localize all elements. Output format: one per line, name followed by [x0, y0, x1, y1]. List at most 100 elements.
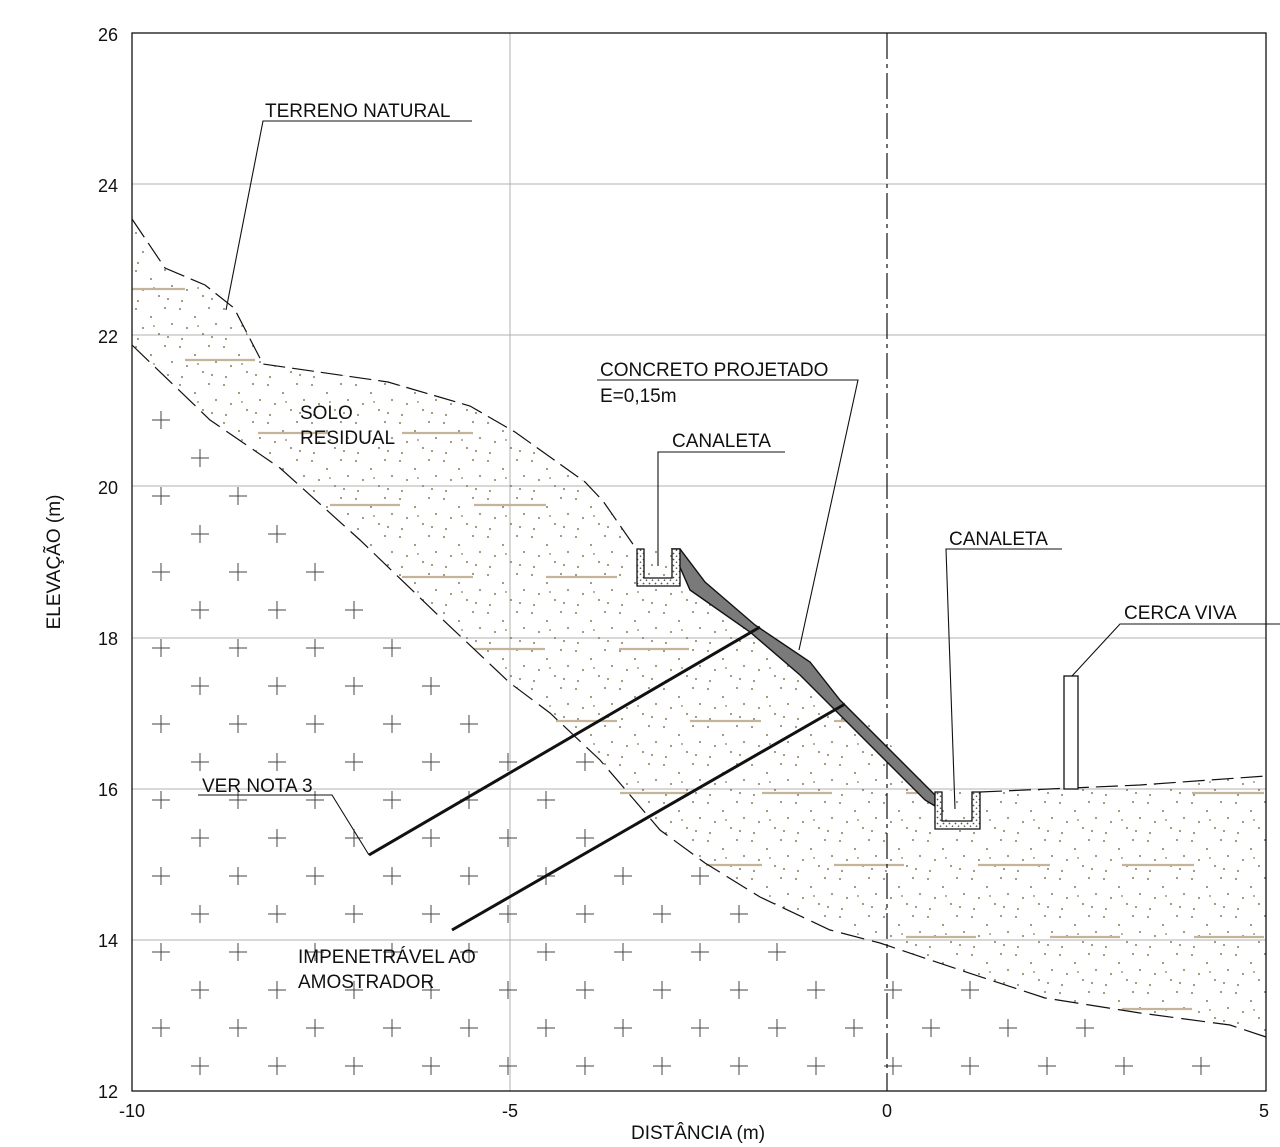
rock-cross: [614, 867, 632, 885]
rock-cross: [884, 981, 902, 999]
rock-cross: [191, 905, 209, 923]
rock-cross: [499, 981, 517, 999]
rock-cross: [537, 943, 555, 961]
y-tick-label: 26: [98, 25, 118, 45]
cerca-viva-post: [1063, 675, 1079, 790]
rock-cross: [191, 677, 209, 695]
rock-cross: [229, 715, 247, 733]
rock-cross: [422, 677, 440, 695]
rock-cross: [191, 525, 209, 543]
rock-cross: [383, 867, 401, 885]
y-tick-label: 18: [98, 629, 118, 649]
rock-cross: [576, 905, 594, 923]
rock-cross: [499, 829, 517, 847]
y-tick-label: 20: [98, 478, 118, 498]
rock-cross: [229, 487, 247, 505]
rock-cross: [1192, 1057, 1210, 1075]
label-concreto-projetado: CONCRETO PROJETADO: [600, 360, 828, 381]
rock-cross: [306, 563, 324, 581]
rock-cross: [1038, 1057, 1056, 1075]
rock-cross: [306, 639, 324, 657]
x-tick-label: 5: [1259, 1101, 1269, 1121]
rock-cross: [422, 1057, 440, 1075]
leader-canaleta-top: [657, 451, 785, 566]
rock-cross: [383, 715, 401, 733]
rock-cross: [306, 867, 324, 885]
rock-cross: [383, 943, 401, 961]
geology-layers: [132, 219, 1266, 1075]
rock-cross: [460, 715, 478, 733]
rock-cross: [152, 791, 170, 809]
rock-cross: [961, 1057, 979, 1075]
rock-cross: [152, 411, 170, 429]
rock-cross: [922, 1019, 940, 1037]
drain-line-lower: [451, 702, 846, 932]
rock-cross: [152, 715, 170, 733]
rock-cross: [614, 943, 632, 961]
label-espessura: E=0,15m: [600, 386, 677, 407]
solo-residual-layer: [132, 219, 1266, 1037]
rock-cross: [191, 1057, 209, 1075]
rock-cross: [345, 601, 363, 619]
x-tick-label: -10: [119, 1101, 145, 1121]
y-tick-label: 22: [98, 327, 118, 347]
rock-cross: [306, 715, 324, 733]
canaleta-upper-shape: [636, 548, 681, 587]
rock-cross: [229, 867, 247, 885]
rock-cross: [191, 829, 209, 847]
rock-cross: [576, 1057, 594, 1075]
terreno-natural-line: [131, 218, 638, 551]
rock-cross: [768, 1019, 786, 1037]
rock-cross: [268, 601, 286, 619]
plot-frame: [131, 32, 1267, 1092]
rock-cross: [383, 791, 401, 809]
leader-lines: [198, 120, 1280, 856]
rock-cross: [537, 791, 555, 809]
rock-cross: [691, 1019, 709, 1037]
rock-cross: [961, 981, 979, 999]
rock-cross: [807, 981, 825, 999]
y-tick-labels: 12 14 16 18 20 22 24 26: [98, 25, 118, 1102]
rock-cross: [768, 943, 786, 961]
rock-cross: [229, 791, 247, 809]
rock-cross: [999, 1019, 1017, 1037]
rock-cross: [499, 1057, 517, 1075]
label-canaleta-top: CANALETA: [672, 431, 771, 452]
soil-dash-marks: [132, 287, 1264, 1011]
rock-cross: [537, 1019, 555, 1037]
rock-cross: [845, 1019, 863, 1037]
rock-cross: [191, 981, 209, 999]
rock-cross: [306, 943, 324, 961]
rock-cross: [1076, 1019, 1094, 1037]
rock-cross: [152, 943, 170, 961]
label-ver-nota: VER NOTA 3: [202, 776, 313, 797]
rock-cross: [730, 1057, 748, 1075]
rock-cross: [268, 677, 286, 695]
rock-cross: [268, 981, 286, 999]
rock-cross: [152, 639, 170, 657]
x-tick-label: 0: [882, 1101, 892, 1121]
rock-cross: [499, 753, 517, 771]
rock-cross: [345, 1057, 363, 1075]
y-tick-label: 12: [98, 1082, 118, 1102]
label-canaleta-bottom: CANALETA: [949, 529, 1048, 550]
rock-cross: [345, 677, 363, 695]
rock-cross: [152, 1019, 170, 1037]
leader-concreto: [597, 379, 859, 651]
rock-cross: [229, 563, 247, 581]
rock-cross: [383, 1019, 401, 1037]
rock-cross: [383, 639, 401, 657]
rock-cross: [229, 639, 247, 657]
drain-line-upper: [368, 625, 761, 857]
rock-cross: [460, 943, 478, 961]
rock-cross: [306, 791, 324, 809]
rock-cross: [422, 905, 440, 923]
rock-cross: [730, 905, 748, 923]
rock-cross: [730, 981, 748, 999]
rock-cross: [268, 829, 286, 847]
rock-cross: [268, 525, 286, 543]
y-tick-label: 16: [98, 780, 118, 800]
rock-cross: [229, 1019, 247, 1037]
y-tick-label: 14: [98, 931, 118, 951]
